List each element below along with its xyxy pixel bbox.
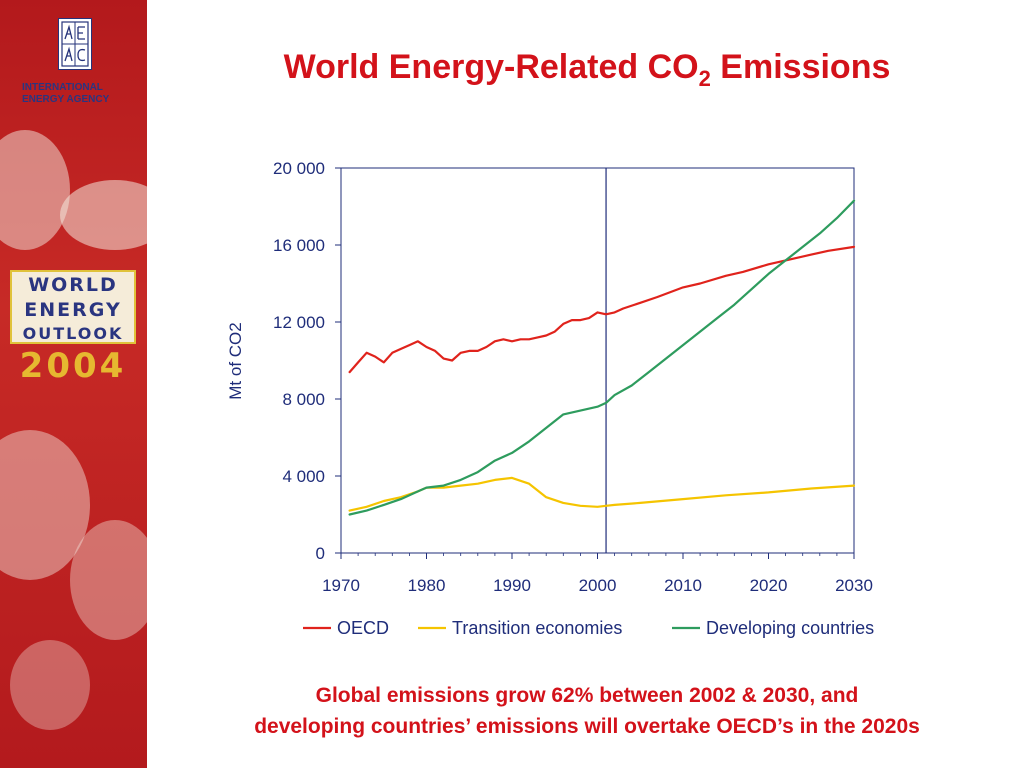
x-tick-label: 2030 <box>835 576 873 595</box>
globe-shape <box>10 640 90 730</box>
publication-name-line: WORLD <box>28 274 118 296</box>
y-tick-label: 20 000 <box>273 159 325 178</box>
caption-line: Global emissions grow 62% between 2002 &… <box>315 684 859 707</box>
series-line-transition-economies <box>348 476 856 512</box>
y-tick-label: 12 000 <box>273 313 325 332</box>
x-tick-label: 2000 <box>579 576 617 595</box>
plot-area <box>340 167 855 554</box>
y-tick-label: 0 <box>316 544 325 563</box>
y-axis: 0 4 000 8 000 12 000 16 000 20 000 <box>273 159 341 563</box>
slide-title: World Energy-Related CO2 Emissions <box>150 48 1024 92</box>
globe-shape <box>60 180 147 250</box>
series-line-developing-countries <box>348 199 856 516</box>
publication-logo-frame <box>10 270 136 344</box>
legend: OECD Transition economies Developing count… <box>303 618 874 638</box>
organization-name-line: INTERNATIONAL <box>22 82 103 93</box>
sidebar: INTERNATIONAL ENERGY AGENCY WORLD ENERGY… <box>0 0 147 768</box>
plot-border <box>340 167 855 554</box>
series-line-oecd <box>348 245 856 374</box>
x-tick-label: 1990 <box>493 576 531 595</box>
y-tick-label: 4 000 <box>282 467 325 486</box>
x-tick-label: 1970 <box>322 576 360 595</box>
x-tick-label: 2020 <box>750 576 788 595</box>
x-tick-label: 1980 <box>408 576 446 595</box>
legend-label: Developing countries <box>706 618 874 638</box>
globe-shape <box>0 130 70 250</box>
slide-title-subscript: 2 <box>698 65 711 91</box>
iea-logo-icon <box>58 18 92 70</box>
slide-title-tail: Emissions <box>710 48 891 86</box>
x-axis: 1970 1980 1990 2000 2010 2020 2030 <box>322 553 873 595</box>
legend-label: OECD <box>337 618 389 638</box>
y-tick-label: 16 000 <box>273 236 325 255</box>
caption: Global emissions grow 62% between 2002 &… <box>150 680 1024 742</box>
series-group <box>348 199 856 516</box>
publication-name-line: OUTLOOK <box>22 324 124 343</box>
organization-name: INTERNATIONAL ENERGY AGENCY <box>22 82 132 106</box>
organization-name-line: ENERGY AGENCY <box>22 94 110 105</box>
iea-logo-glyph-icon <box>61 21 89 67</box>
x-tick-label: 2010 <box>664 576 702 595</box>
slide-title-main: World Energy-Related CO <box>283 48 699 86</box>
publication-year: 2004 <box>19 346 127 386</box>
globe-shape <box>70 520 147 640</box>
legend-label: Transition economies <box>452 618 622 638</box>
publication-name-line: ENERGY <box>24 299 122 321</box>
y-axis-label: Mt of CO2 <box>226 322 245 399</box>
caption-line: developing countries’ emissions will ove… <box>254 715 920 738</box>
y-tick-label: 8 000 <box>282 390 325 409</box>
publication-logo: WORLD ENERGY OUTLOOK 2004 <box>8 268 138 392</box>
